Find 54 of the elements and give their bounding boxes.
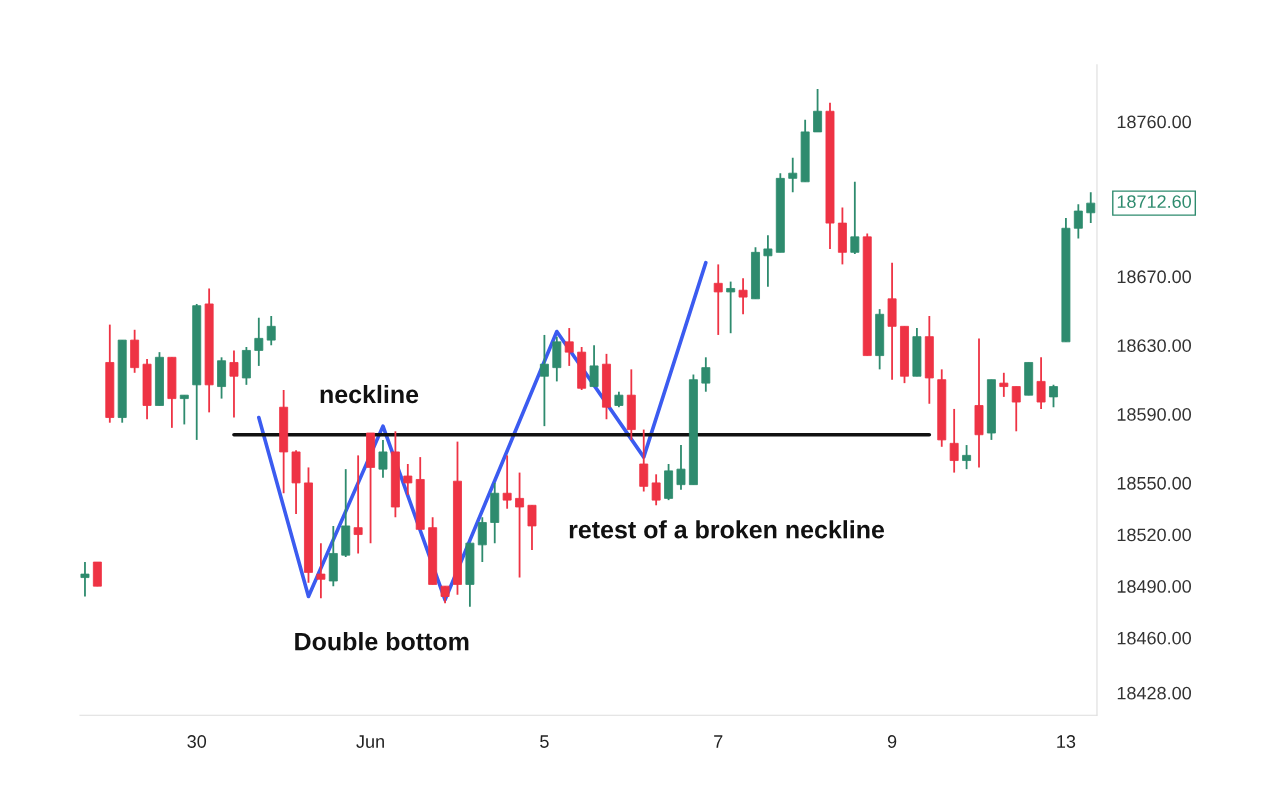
y-tick-label: 18590.00 xyxy=(1117,408,1192,421)
candlestick xyxy=(1073,203,1083,240)
candlestick xyxy=(1011,385,1021,433)
candlestick xyxy=(639,428,649,493)
annotation: retest of a broken neckline xyxy=(569,520,885,539)
candlestick xyxy=(788,156,798,194)
candlestick xyxy=(713,263,723,336)
candlestick xyxy=(266,315,276,347)
candlestick xyxy=(763,234,773,288)
candlestick xyxy=(527,504,537,551)
candlestick xyxy=(850,180,860,255)
candlestick xyxy=(477,516,487,563)
y-tick-label: 18520.00 xyxy=(1117,528,1192,542)
candlestick xyxy=(738,277,748,316)
x-tick-label: 5 xyxy=(540,735,549,748)
candlestick xyxy=(949,408,959,474)
candlestick xyxy=(1086,191,1096,225)
candlestick xyxy=(502,454,512,510)
y-tick-label: 18428.00 xyxy=(1117,686,1192,700)
candlestick xyxy=(726,280,736,335)
x-tick-label: 7 xyxy=(714,735,723,748)
candlestick xyxy=(1036,356,1046,410)
candlestick xyxy=(229,349,239,419)
y-tick-label: 18550.00 xyxy=(1117,476,1192,490)
y-tick-label: 18760.00 xyxy=(1117,115,1192,129)
annotation: neckline xyxy=(320,384,419,404)
candlestick xyxy=(378,438,388,479)
candlestick xyxy=(564,327,574,367)
y-tick-label: 18630.00 xyxy=(1117,339,1192,352)
candlestick xyxy=(651,473,661,507)
candlestick xyxy=(254,316,264,367)
text: 18712.60 xyxy=(1117,195,1192,208)
y-tick-label: 18670.00 xyxy=(1117,270,1192,284)
candlestick xyxy=(999,371,1009,398)
candlestick xyxy=(515,471,525,579)
candlestick xyxy=(539,334,549,428)
x-tick-label: Jun xyxy=(356,735,384,748)
candlestick xyxy=(1049,383,1058,409)
x-tick-label: 13 xyxy=(1057,735,1076,748)
candlestick xyxy=(962,444,972,471)
x-tick-label: 9 xyxy=(887,735,897,748)
x-tick-label: 30 xyxy=(187,735,207,748)
candlestick xyxy=(353,454,363,555)
candlestick xyxy=(179,394,189,426)
candlestick xyxy=(813,87,823,133)
candlestick xyxy=(676,444,686,491)
candlestick xyxy=(589,344,599,388)
y-tick-label: 18460.00 xyxy=(1117,631,1192,645)
candlestick xyxy=(316,542,326,600)
candlestick xyxy=(403,463,413,496)
y-tick-label: 18490.00 xyxy=(1117,580,1192,593)
candlestick xyxy=(80,561,90,598)
candlestick xyxy=(701,356,711,393)
annotation: Double bottom xyxy=(295,632,469,651)
